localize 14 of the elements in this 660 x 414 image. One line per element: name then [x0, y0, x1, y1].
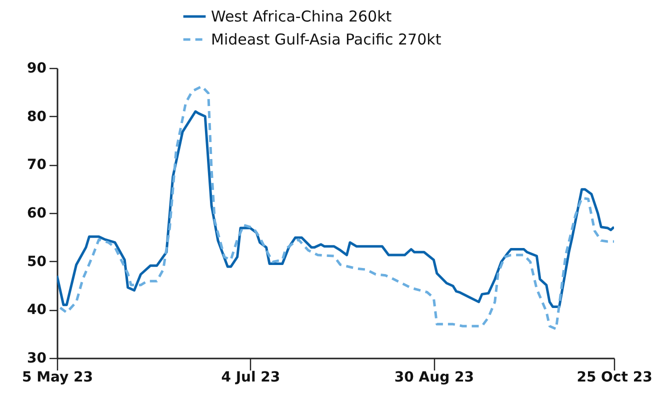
x-tick-label: 4 Jul 23	[221, 370, 280, 386]
legend-label: West Africa-China 260kt	[211, 8, 392, 26]
y-tick-label: 70	[27, 157, 47, 174]
line-series	[58, 85, 614, 330]
y-tick-label: 90	[27, 60, 47, 76]
y-tick-label: 80	[27, 108, 47, 125]
legend-label: Mideast Gulf-Asia Pacific 270kt	[211, 30, 442, 48]
y-tick-label: 40	[27, 302, 47, 318]
x-tick-label: 5 May 23	[22, 370, 94, 386]
y-tick-label: 50	[27, 254, 47, 270]
x-tick-label: 30 Aug 23	[394, 370, 474, 386]
y-tick-label: 30	[27, 350, 47, 366]
y-tick-label: 60	[27, 206, 47, 222]
x-tick-label: 25 Oct 23	[576, 370, 652, 386]
